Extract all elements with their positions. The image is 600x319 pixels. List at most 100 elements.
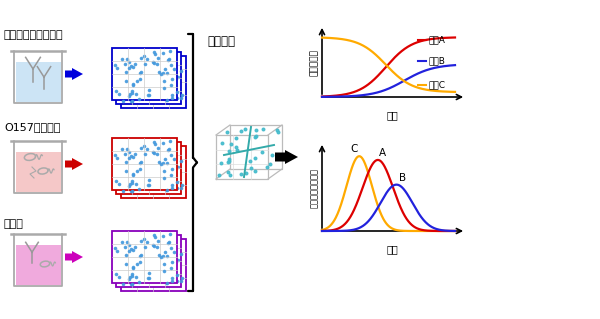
Point <box>149 139 159 144</box>
Point <box>164 146 174 151</box>
Point <box>163 96 172 101</box>
Point <box>149 244 158 249</box>
Point <box>156 240 166 245</box>
Point <box>149 151 158 156</box>
Point <box>110 152 120 157</box>
Point <box>143 74 152 79</box>
Point <box>140 151 149 156</box>
Point <box>148 150 157 155</box>
Point <box>121 168 131 173</box>
Point <box>124 149 134 154</box>
Point <box>127 99 137 104</box>
Point <box>145 271 154 276</box>
Point <box>172 95 182 100</box>
Bar <box>116 52 181 104</box>
Point <box>134 279 143 285</box>
Point <box>125 276 134 281</box>
Point <box>176 279 186 284</box>
Point <box>136 252 145 257</box>
Point <box>118 239 127 244</box>
Point <box>231 136 241 141</box>
Point <box>140 244 149 249</box>
Point <box>148 77 157 82</box>
Point <box>122 239 132 244</box>
Point <box>160 66 170 71</box>
Point <box>160 85 169 91</box>
Point <box>127 273 137 278</box>
Point <box>172 186 182 191</box>
Point <box>142 274 152 279</box>
Point <box>127 90 137 95</box>
Point <box>172 180 182 185</box>
Point <box>160 249 170 254</box>
Point <box>115 92 124 97</box>
Point <box>153 257 163 262</box>
Point <box>166 83 175 88</box>
Point <box>169 67 179 72</box>
Text: 共培養: 共培養 <box>4 219 24 229</box>
Point <box>138 185 148 190</box>
Point <box>122 146 132 151</box>
Point <box>120 244 130 249</box>
Point <box>167 152 177 157</box>
Point <box>121 247 131 252</box>
Point <box>127 188 136 193</box>
Point <box>112 65 121 70</box>
Point <box>139 75 149 80</box>
Point <box>163 186 172 191</box>
Text: B: B <box>399 173 406 182</box>
Point <box>156 161 166 167</box>
Point <box>166 265 175 271</box>
Point <box>134 96 143 101</box>
Point <box>172 90 182 95</box>
Point <box>121 253 131 258</box>
Point <box>124 65 134 70</box>
Point <box>128 265 138 271</box>
Point <box>262 165 271 170</box>
Point <box>161 91 170 96</box>
Point <box>118 56 127 61</box>
Point <box>127 281 136 286</box>
Point <box>158 242 167 247</box>
Point <box>122 56 132 61</box>
Point <box>131 246 140 251</box>
Point <box>131 91 140 96</box>
Point <box>136 269 146 274</box>
Bar <box>121 239 185 291</box>
Point <box>162 71 172 76</box>
Point <box>169 250 179 255</box>
Point <box>167 278 176 283</box>
Point <box>158 59 167 64</box>
Point <box>224 159 234 164</box>
Point <box>128 64 137 70</box>
Point <box>136 239 146 244</box>
Point <box>160 261 169 266</box>
Point <box>236 128 245 133</box>
Point <box>128 82 138 87</box>
Point <box>126 154 136 159</box>
Point <box>166 152 175 158</box>
Point <box>160 269 169 274</box>
Point <box>164 239 174 244</box>
Point <box>112 248 121 253</box>
Point <box>127 188 137 193</box>
Point <box>118 188 128 193</box>
Point <box>177 183 187 188</box>
Point <box>149 232 159 237</box>
Point <box>167 275 177 280</box>
Point <box>250 134 260 139</box>
Point <box>168 260 178 265</box>
Text: 物質B: 物質B <box>428 56 445 65</box>
Bar <box>112 138 176 190</box>
Point <box>128 81 137 86</box>
Point <box>130 61 140 66</box>
Point <box>251 128 261 133</box>
Point <box>158 67 167 72</box>
Point <box>224 148 234 153</box>
Point <box>131 63 140 68</box>
Point <box>166 173 175 178</box>
Point <box>158 50 168 56</box>
Point <box>124 248 134 253</box>
Point <box>131 274 140 279</box>
Point <box>121 70 131 75</box>
